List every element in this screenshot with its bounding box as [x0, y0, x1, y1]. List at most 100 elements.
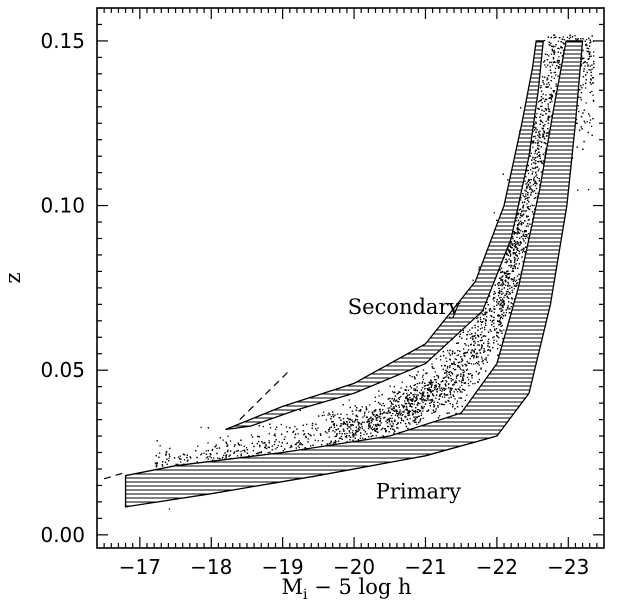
scatter-point [358, 426, 360, 428]
scatter-point [227, 444, 229, 446]
scatter-point [427, 399, 429, 401]
scatter-point [277, 444, 279, 447]
scatter-point [586, 62, 588, 64]
scatter-point [516, 254, 518, 256]
scatter-point [524, 242, 527, 244]
scatter-point [426, 372, 428, 374]
scatter-point [502, 292, 504, 294]
scatter-point [392, 407, 394, 409]
scatter-point [414, 410, 416, 412]
scatter-point [229, 440, 232, 442]
scatter-point [529, 155, 531, 157]
scatter-point [375, 435, 377, 437]
scatter-point [462, 377, 464, 379]
scatter-point [480, 367, 482, 369]
scatter-point [533, 180, 535, 182]
scatter-point [285, 426, 288, 428]
scatter-point [467, 376, 469, 379]
scatter-point [473, 351, 475, 353]
scatter-point [447, 387, 450, 389]
scatter-point [589, 51, 591, 53]
scatter-point [459, 386, 461, 388]
scatter-point [441, 403, 444, 405]
scatter-point [389, 417, 391, 419]
scatter-point [545, 108, 547, 110]
scatter-point [426, 392, 429, 394]
scatter-point [516, 227, 518, 230]
scatter-point [516, 249, 518, 251]
scatter-point [346, 413, 348, 416]
scatter-point [478, 266, 481, 268]
scatter-point [483, 348, 485, 350]
scatter-point [496, 331, 498, 333]
scatter-point [478, 372, 481, 374]
scatter-point [394, 395, 397, 397]
scatter-point [399, 414, 401, 416]
scatter-point [549, 61, 551, 64]
scatter-point [350, 425, 352, 427]
scatter-point [411, 398, 413, 400]
scatter-point [251, 442, 253, 444]
scatter-point [580, 116, 583, 118]
scatter-point [450, 375, 452, 377]
scatter-point [580, 65, 583, 67]
scatter-point [432, 409, 434, 411]
scatter-point [269, 451, 271, 454]
scatter-point [518, 263, 520, 265]
scatter-point [414, 378, 416, 380]
scatter-point [474, 327, 476, 329]
scatter-point [268, 446, 270, 449]
scatter-point [493, 293, 495, 295]
scatter-point [501, 288, 503, 290]
scatter-point [527, 206, 529, 208]
scatter-point [430, 390, 432, 393]
scatter-point [350, 424, 352, 426]
scatter-point [352, 436, 354, 438]
scatter-point [555, 74, 557, 76]
scatter-point [435, 397, 437, 399]
scatter-point [432, 400, 434, 402]
scatter-point [488, 338, 490, 340]
scatter-point [355, 418, 357, 421]
scatter-point [558, 37, 561, 39]
scatter-point [461, 369, 463, 371]
scatter-point [563, 38, 565, 41]
scatter-point [398, 404, 400, 406]
scatter-point [273, 443, 276, 446]
scatter-point [429, 399, 431, 401]
scatter-point [543, 83, 545, 85]
scatter-point [461, 364, 463, 366]
scatter-point [387, 407, 389, 409]
scatter-point [513, 277, 516, 279]
scatter-point [464, 343, 466, 345]
scatter-point [311, 424, 314, 427]
scatter-point [274, 435, 276, 437]
scatter-point [268, 433, 270, 435]
scatter-point [531, 190, 533, 192]
scatter-point [352, 434, 354, 436]
scatter-point [510, 259, 512, 262]
scatter-point [465, 352, 468, 354]
scatter-point [497, 284, 499, 287]
scatter-point [390, 425, 392, 427]
scatter-point [557, 47, 559, 49]
scatter-point [550, 95, 553, 97]
scatter-point [510, 306, 512, 308]
scatter-point [503, 304, 505, 306]
scatter-point [419, 402, 421, 405]
scatter-point [480, 347, 483, 350]
scatter-point [523, 230, 526, 232]
scatter-point [549, 110, 551, 113]
scatter-point [557, 66, 560, 68]
scatter-point [291, 446, 293, 448]
scatter-point [553, 90, 556, 92]
scatter-point [539, 119, 542, 122]
scatter-point [351, 419, 353, 421]
scatter-point [489, 308, 491, 310]
scatter-point [529, 179, 531, 181]
scatter-point [408, 402, 410, 404]
scatter-point [396, 423, 398, 426]
scatter-point [423, 406, 425, 408]
scatter-point [407, 412, 409, 415]
scatter-point [416, 396, 418, 398]
